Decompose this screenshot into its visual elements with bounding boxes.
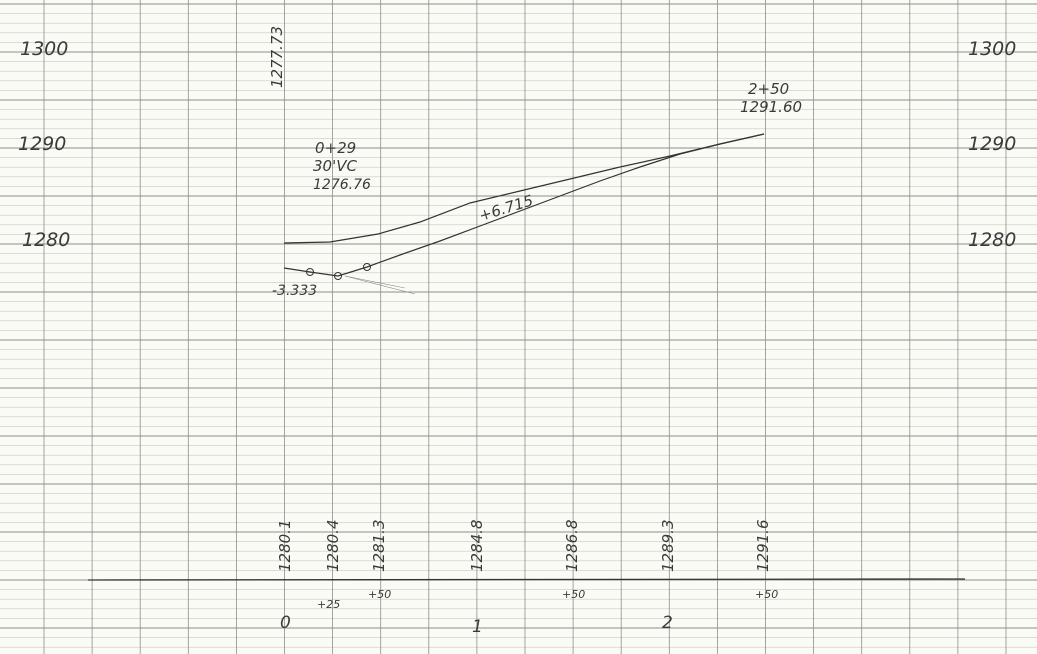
baseline bbox=[87, 578, 966, 581]
grade-down-label: -3.333 bbox=[272, 283, 317, 299]
elev-label-1300-right: 1300 bbox=[968, 38, 1016, 60]
ground-elevation-2: 1281.3 bbox=[370, 520, 388, 573]
elev-label-1290-left: 1290 bbox=[18, 133, 66, 155]
tangent-extension-line bbox=[344, 275, 416, 295]
plus-label-50-a: +50 bbox=[368, 588, 391, 601]
station-number-1: 1 bbox=[472, 617, 483, 637]
top-vertical-elevation: 1277.73 bbox=[268, 26, 286, 88]
plus-label-50-b: +50 bbox=[562, 588, 585, 601]
ground-elevation-4: 1286.8 bbox=[563, 520, 581, 573]
ground-elevation-6: 1291.6 bbox=[754, 520, 772, 573]
plus-label-25: +25 bbox=[317, 598, 340, 611]
pvi-point-marker bbox=[334, 272, 342, 280]
pvt-point-marker bbox=[363, 263, 371, 271]
elev-label-1280-right: 1280 bbox=[968, 229, 1016, 251]
ground-elevation-3: 1284.8 bbox=[468, 520, 486, 573]
plus-label-50-c: +50 bbox=[755, 588, 778, 601]
end-station: 2+50 bbox=[748, 80, 789, 98]
curve-station: 0+29 bbox=[315, 139, 356, 157]
elev-label-1290-right: 1290 bbox=[968, 133, 1016, 155]
grade-line bbox=[283, 133, 765, 277]
elev-label-1280-left: 1280 bbox=[22, 229, 70, 251]
ground-elevation-labels: 1280.1 1280.4 1281.3 1284.8 1286.8 1289.3 1291… bbox=[276, 520, 772, 573]
station-number-2: 2 bbox=[662, 613, 673, 633]
grade-up-label: +6.715 bbox=[477, 191, 535, 224]
tangent-extension-line-2 bbox=[344, 275, 406, 289]
end-elevation: 1291.60 bbox=[740, 98, 802, 116]
elev-label-1300-left: 1300 bbox=[20, 38, 68, 60]
curve-elevation: 1276.76 bbox=[313, 177, 371, 193]
ground-elevation-0: 1280.1 bbox=[276, 520, 294, 573]
curve-length: 30'VC bbox=[313, 157, 357, 175]
ground-elevation-5: 1289.3 bbox=[659, 520, 677, 573]
ground-elevation-1: 1280.4 bbox=[324, 520, 342, 573]
station-number-0: 0 bbox=[280, 613, 291, 633]
pvc-point-marker bbox=[306, 268, 314, 276]
